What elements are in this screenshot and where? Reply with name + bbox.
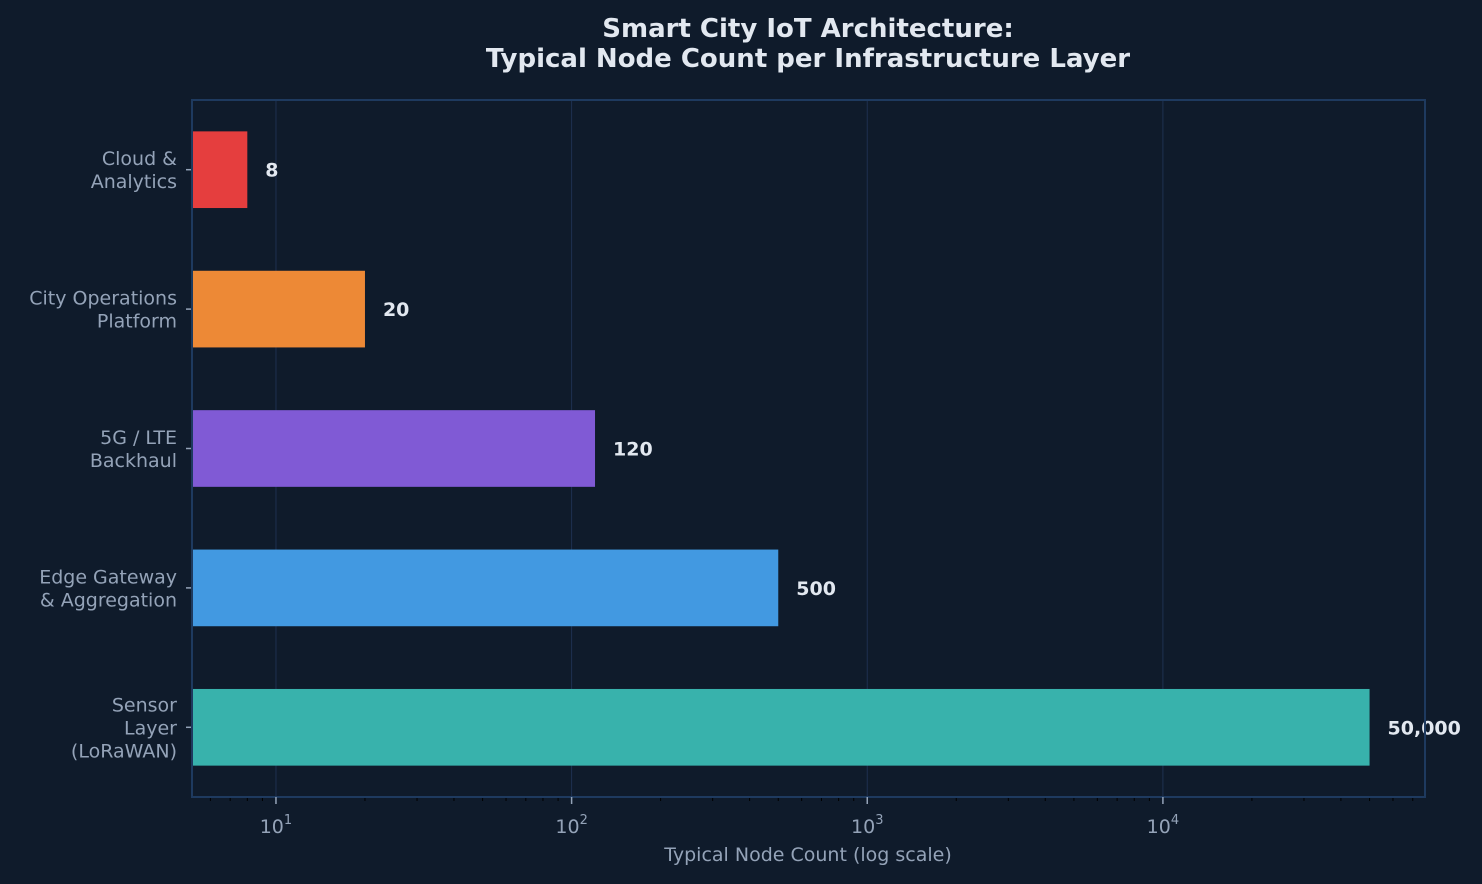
- x-axis-label: Typical Node Count (log scale): [663, 844, 952, 866]
- y-tick-label: Sensor Layer (LoRaWAN): [71, 694, 177, 762]
- y-tick-label-line: & Aggregation: [40, 589, 177, 611]
- x-tick-base: 10: [260, 816, 284, 838]
- x-tick-exponent: 1: [284, 813, 292, 828]
- bar: [192, 549, 779, 627]
- x-tick-exponent: 2: [580, 813, 588, 828]
- y-tick-label-line: Cloud &: [102, 148, 177, 170]
- y-tick-label-line: Sensor: [112, 694, 177, 716]
- chart-title-line: Smart City IoT Architecture:: [602, 14, 1013, 44]
- x-tick-label: 103: [851, 813, 883, 838]
- chart-title-line: Typical Node Count per Infrastructure La…: [486, 44, 1130, 74]
- y-tick-label-line: Analytics: [91, 171, 177, 193]
- plot-frame: [191, 99, 1426, 798]
- y-tick-label-line: Edge Gateway: [39, 566, 177, 588]
- y-tick-label: Cloud & Analytics: [91, 148, 177, 193]
- bar-value-label: 8: [265, 160, 278, 182]
- x-tick-base: 10: [851, 816, 875, 838]
- bar-value-label: 20: [383, 299, 409, 321]
- y-tick-label-line: City Operations: [29, 288, 177, 310]
- bar: [192, 688, 1370, 766]
- x-tick-exponent: 3: [875, 813, 883, 828]
- y-tick-label-line: (LoRaWAN): [71, 740, 177, 762]
- x-tick-exponent: 4: [1171, 813, 1179, 828]
- x-tick-label: 101: [260, 813, 292, 838]
- x-tick-label: 102: [555, 813, 587, 838]
- x-tick-base: 10: [1147, 816, 1171, 838]
- bar-value-label: 120: [613, 439, 653, 461]
- y-tick-label: City Operations Platform: [29, 288, 177, 333]
- x-tick-base: 10: [555, 816, 579, 838]
- bar: [192, 270, 365, 348]
- chart-title: Smart City IoT Architecture: Typical Node…: [486, 14, 1130, 74]
- y-tick-label-line: Layer: [124, 717, 177, 739]
- y-tick-label-line: Backhaul: [90, 450, 177, 472]
- x-tick-label: 104: [1147, 813, 1179, 838]
- bar: [192, 410, 596, 487]
- bar-value-label: 500: [796, 578, 836, 600]
- y-tick-label: Edge Gateway & Aggregation: [39, 566, 177, 611]
- y-tick-label-line: 5G / LTE: [100, 427, 177, 449]
- bar: [192, 131, 248, 209]
- y-tick-label-line: Platform: [97, 311, 177, 333]
- y-tick-label: 5G / LTE Backhaul: [90, 427, 177, 472]
